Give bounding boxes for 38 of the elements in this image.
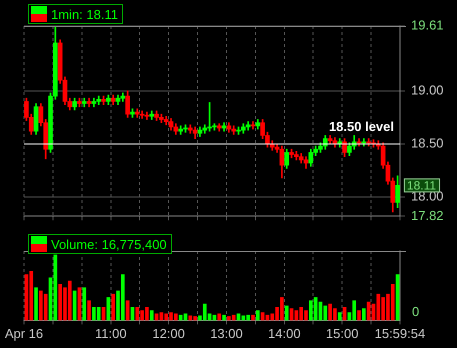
bar — [72, 290, 76, 320]
chart-title: 1min: 18.11 — [51, 6, 118, 22]
x-tick-label: 14:00 — [268, 326, 301, 341]
x-tick-label: 12:00 — [152, 326, 185, 341]
annotation: 18.11 — [406, 178, 436, 193]
bar — [126, 300, 130, 320]
x-tick-label: Apr 16 — [4, 326, 44, 341]
bar — [256, 310, 260, 320]
y-tick-label: 19.61 — [411, 18, 444, 33]
bar — [78, 287, 82, 320]
x-tick-label: 15:00 — [326, 326, 358, 341]
bar — [342, 306, 346, 320]
bar — [150, 310, 154, 320]
candlestick — [250, 121, 256, 130]
y-tick-label: 18.50 — [411, 136, 444, 151]
bar — [87, 300, 91, 320]
bar — [396, 274, 400, 320]
x-tick-label: 13:00 — [210, 326, 243, 341]
bar — [251, 314, 255, 320]
bar — [111, 294, 116, 320]
x-tick-label: 15:59:54 — [374, 326, 426, 341]
bar — [130, 306, 134, 320]
x-tick-label: 11:00 — [94, 326, 127, 341]
bar — [338, 312, 342, 320]
y-tick-label: 19.00 — [411, 82, 444, 98]
ref-line-label: 18.50 level — [328, 119, 394, 134]
bar — [284, 306, 289, 320]
bar — [362, 308, 366, 320]
bar — [34, 287, 38, 320]
bar — [106, 297, 110, 320]
bar — [217, 314, 222, 320]
chart-title: Volume: 16,775,400 — [51, 236, 167, 252]
bar — [102, 306, 106, 320]
bar — [82, 287, 86, 320]
bar — [357, 310, 361, 320]
text: 0 — [412, 304, 420, 319]
y-tick-label: 17.82 — [411, 208, 444, 223]
bar — [222, 314, 226, 320]
